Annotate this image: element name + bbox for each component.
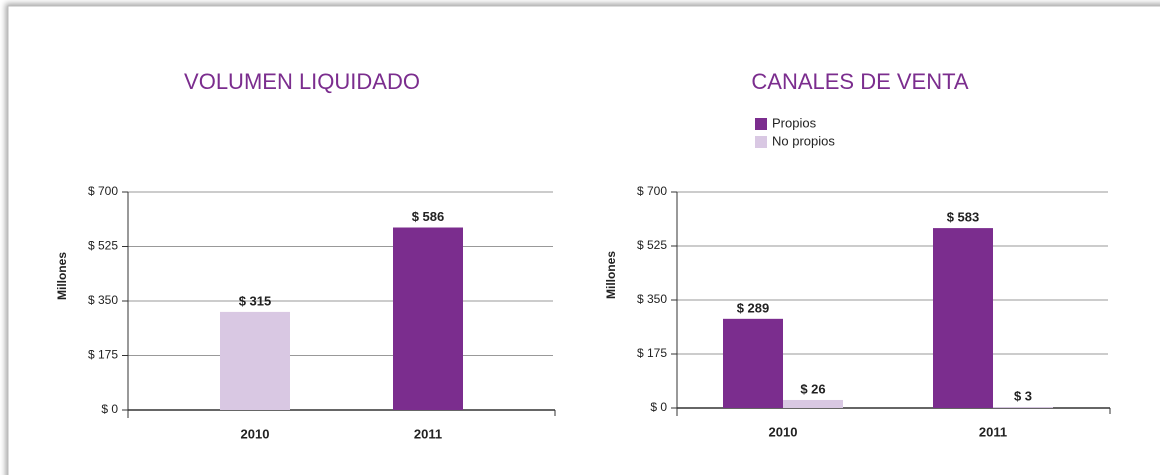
value-label: $ 583: [947, 210, 980, 225]
bar: [723, 318, 783, 408]
chart-title: VOLUMEN LIQUIDADO: [184, 69, 420, 94]
y-tick-label: $ 0: [650, 400, 667, 414]
bar: [220, 311, 290, 410]
value-label: $ 3: [1014, 389, 1032, 404]
x-tick-label: 2011: [414, 426, 442, 441]
y-tick-label: $ 700: [637, 184, 667, 198]
y-axis-label: Millones: [604, 251, 618, 299]
legend-label: No propios: [772, 133, 835, 148]
x-tick-label: 2010: [769, 424, 798, 439]
y-tick-label: $ 350: [88, 293, 118, 307]
bar: [783, 399, 843, 408]
value-label: $ 315: [239, 293, 272, 308]
y-tick-label: $ 525: [88, 239, 118, 253]
legend-swatch: [755, 118, 767, 130]
legend-swatch: [755, 136, 767, 148]
bar: [993, 407, 1053, 408]
y-tick-label: $ 525: [637, 238, 667, 252]
y-tick-label: $ 175: [637, 346, 667, 360]
x-tick-label: 2010: [241, 426, 270, 441]
bar: [933, 228, 993, 408]
value-label: $ 289: [737, 300, 770, 315]
chart-title: CANALES DE VENTA: [751, 69, 969, 94]
y-tick-label: $ 700: [88, 184, 118, 198]
value-label: $ 26: [800, 381, 825, 396]
y-tick-label: $ 350: [637, 292, 667, 306]
x-tick-label: 2011: [979, 424, 1007, 439]
y-tick-label: $ 0: [101, 402, 118, 416]
y-tick-label: $ 175: [88, 348, 118, 362]
bar: [393, 227, 463, 410]
value-label: $ 586: [412, 209, 445, 224]
legend-label: Propios: [772, 115, 817, 130]
y-axis-label: Millones: [55, 252, 69, 300]
